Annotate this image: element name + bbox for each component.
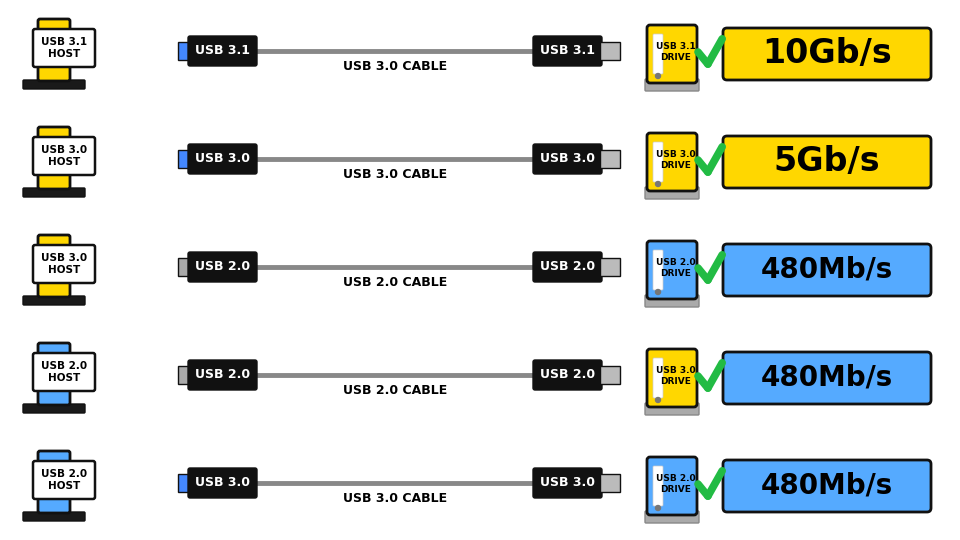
FancyBboxPatch shape xyxy=(188,252,257,282)
Text: USB 3.0: USB 3.0 xyxy=(540,152,595,165)
Text: USB 3.0 CABLE: USB 3.0 CABLE xyxy=(343,60,447,73)
Text: USB 3.0: USB 3.0 xyxy=(195,476,250,489)
FancyBboxPatch shape xyxy=(645,511,699,523)
FancyBboxPatch shape xyxy=(178,474,190,492)
FancyBboxPatch shape xyxy=(33,353,95,391)
Circle shape xyxy=(656,73,660,78)
FancyBboxPatch shape xyxy=(38,235,70,297)
FancyBboxPatch shape xyxy=(653,142,663,182)
FancyBboxPatch shape xyxy=(723,352,931,404)
FancyBboxPatch shape xyxy=(33,137,95,175)
FancyBboxPatch shape xyxy=(645,79,699,91)
FancyBboxPatch shape xyxy=(647,349,697,407)
FancyBboxPatch shape xyxy=(38,127,70,189)
Text: USB 2.0: USB 2.0 xyxy=(195,368,250,381)
Circle shape xyxy=(656,181,660,186)
Text: USB 3.0
DRIVE: USB 3.0 DRIVE xyxy=(657,366,696,386)
FancyBboxPatch shape xyxy=(600,474,620,492)
FancyBboxPatch shape xyxy=(645,403,699,415)
Text: USB 2.0: USB 2.0 xyxy=(540,260,595,273)
FancyBboxPatch shape xyxy=(723,460,931,512)
FancyBboxPatch shape xyxy=(23,404,85,413)
FancyBboxPatch shape xyxy=(188,36,257,66)
FancyBboxPatch shape xyxy=(33,245,95,283)
Circle shape xyxy=(656,397,660,402)
Text: USB 3.1
HOST: USB 3.1 HOST xyxy=(41,37,87,59)
Text: USB 3.0
HOST: USB 3.0 HOST xyxy=(41,145,87,167)
FancyBboxPatch shape xyxy=(653,466,663,506)
FancyBboxPatch shape xyxy=(33,461,95,499)
FancyBboxPatch shape xyxy=(533,252,602,282)
Text: 480Mb/s: 480Mb/s xyxy=(761,256,893,284)
Circle shape xyxy=(656,505,660,510)
Text: USB 2.0 CABLE: USB 2.0 CABLE xyxy=(343,276,447,289)
Circle shape xyxy=(51,491,58,498)
FancyBboxPatch shape xyxy=(647,25,697,83)
FancyBboxPatch shape xyxy=(178,366,190,384)
FancyBboxPatch shape xyxy=(647,457,697,515)
Circle shape xyxy=(51,59,58,66)
FancyBboxPatch shape xyxy=(533,468,602,498)
Text: USB 2.0
DRIVE: USB 2.0 DRIVE xyxy=(657,258,696,278)
FancyBboxPatch shape xyxy=(533,360,602,390)
Circle shape xyxy=(51,167,58,174)
FancyBboxPatch shape xyxy=(600,42,620,60)
Circle shape xyxy=(51,383,58,390)
FancyBboxPatch shape xyxy=(23,512,85,521)
FancyBboxPatch shape xyxy=(33,29,95,67)
Text: USB 2.0
DRIVE: USB 2.0 DRIVE xyxy=(657,474,696,494)
Text: 5Gb/s: 5Gb/s xyxy=(774,145,880,179)
Text: USB 3.0: USB 3.0 xyxy=(195,152,250,165)
FancyBboxPatch shape xyxy=(38,343,70,405)
FancyBboxPatch shape xyxy=(723,28,931,80)
Text: USB 2.0: USB 2.0 xyxy=(540,368,595,381)
Text: USB 3.1: USB 3.1 xyxy=(195,44,250,57)
FancyBboxPatch shape xyxy=(23,296,85,305)
Text: USB 3.1: USB 3.1 xyxy=(540,44,595,57)
Text: USB 2.0 CABLE: USB 2.0 CABLE xyxy=(343,384,447,397)
FancyBboxPatch shape xyxy=(647,133,697,191)
Text: USB 3.0: USB 3.0 xyxy=(540,476,595,489)
FancyBboxPatch shape xyxy=(723,244,931,296)
FancyBboxPatch shape xyxy=(178,150,190,168)
Text: USB 3.0 CABLE: USB 3.0 CABLE xyxy=(343,168,447,181)
Text: USB 2.0: USB 2.0 xyxy=(195,260,250,273)
Text: 10Gb/s: 10Gb/s xyxy=(762,37,892,71)
FancyBboxPatch shape xyxy=(645,187,699,199)
FancyBboxPatch shape xyxy=(653,250,663,290)
FancyBboxPatch shape xyxy=(38,451,70,513)
FancyBboxPatch shape xyxy=(533,144,602,174)
FancyBboxPatch shape xyxy=(178,258,190,276)
Text: USB 3.0
HOST: USB 3.0 HOST xyxy=(41,253,87,275)
FancyBboxPatch shape xyxy=(645,295,699,307)
Text: USB 3.0 CABLE: USB 3.0 CABLE xyxy=(343,492,447,505)
FancyBboxPatch shape xyxy=(38,19,70,81)
Text: 480Mb/s: 480Mb/s xyxy=(761,364,893,392)
FancyBboxPatch shape xyxy=(178,42,190,60)
FancyBboxPatch shape xyxy=(723,136,931,188)
FancyBboxPatch shape xyxy=(647,241,697,299)
Circle shape xyxy=(656,289,660,294)
FancyBboxPatch shape xyxy=(653,34,663,74)
FancyBboxPatch shape xyxy=(188,468,257,498)
Text: USB 2.0
HOST: USB 2.0 HOST xyxy=(41,361,87,383)
FancyBboxPatch shape xyxy=(600,258,620,276)
FancyBboxPatch shape xyxy=(600,150,620,168)
FancyBboxPatch shape xyxy=(188,360,257,390)
FancyBboxPatch shape xyxy=(188,144,257,174)
Text: USB 3.1
DRIVE: USB 3.1 DRIVE xyxy=(656,42,696,62)
FancyBboxPatch shape xyxy=(23,188,85,197)
Circle shape xyxy=(51,275,58,282)
FancyBboxPatch shape xyxy=(533,36,602,66)
FancyBboxPatch shape xyxy=(600,366,620,384)
FancyBboxPatch shape xyxy=(653,358,663,398)
Text: USB 2.0
HOST: USB 2.0 HOST xyxy=(41,469,87,491)
FancyBboxPatch shape xyxy=(23,80,85,89)
Text: 480Mb/s: 480Mb/s xyxy=(761,472,893,500)
Text: USB 3.0
DRIVE: USB 3.0 DRIVE xyxy=(657,150,696,170)
